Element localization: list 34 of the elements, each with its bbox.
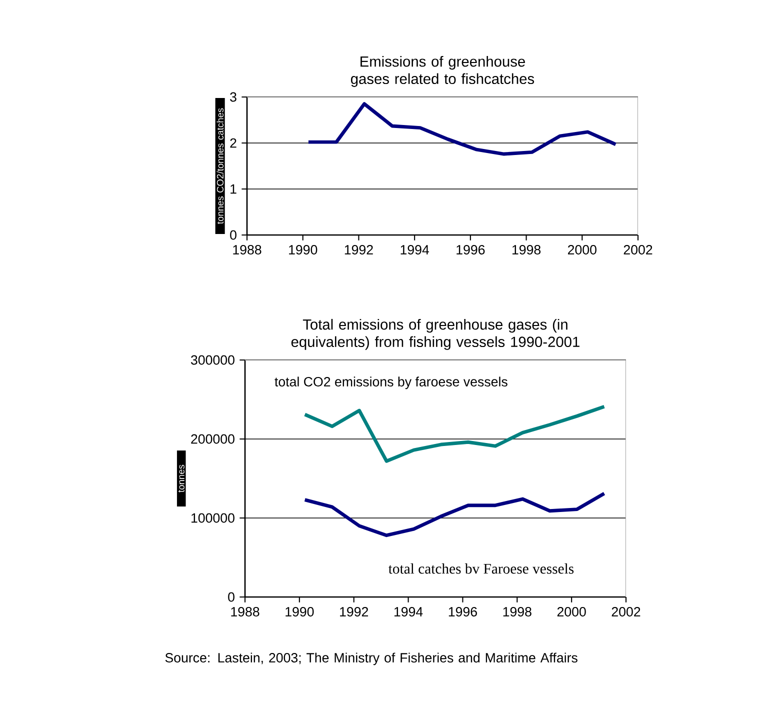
text: total CO2 emissions by faroese vessels — [274, 376, 508, 390]
x-tick-label: 1988 — [233, 245, 262, 254]
line-series — [306, 102, 618, 156]
line-series — [303, 404, 606, 463]
y-axis-title: tonnes CO2/tonnes catches — [216, 108, 224, 224]
y-tick-label: 3 — [230, 92, 236, 102]
x-tick-label: 1994 — [394, 607, 423, 616]
x-tick-label: 2000 — [568, 245, 596, 254]
x-tick-label: 1988 — [231, 607, 260, 616]
x-tick-label: 1996 — [448, 607, 477, 616]
y-tick-label: 300000 — [190, 355, 234, 365]
line-series — [303, 492, 606, 538]
y-tick-label: 0 — [228, 592, 234, 602]
chart-title: Total emissions of greenhouse gases (in equivalents) from fishing vessels 1990-2001 — [291, 318, 580, 350]
x-tick-label: 1990 — [289, 245, 318, 254]
y-axis-title: tonnes — [178, 464, 184, 492]
y-tick-label: 2 — [230, 138, 236, 148]
x-tick-label: 1998 — [512, 245, 541, 254]
x-tick-label: 1998 — [503, 607, 532, 616]
y-tick-label: 200000 — [191, 434, 234, 444]
y-tick-label: 100000 — [192, 513, 234, 523]
x-tick-label: 1992 — [340, 607, 368, 616]
x-tick-label: 2000 — [557, 607, 586, 616]
chart-title: Emissions of greenhouse gases related to fishcatches — [350, 56, 534, 87]
series-label: total catches bv Faroese vessels — [388, 563, 574, 574]
x-tick-label: 1990 — [286, 607, 314, 616]
x-tick-label: 2002 — [612, 607, 640, 616]
x-tick-label: 1994 — [400, 245, 430, 254]
source-note: Source: Lastein, 2003; The Ministry of Fisheries and Maritime Affairs — [165, 652, 578, 666]
x-tick-label: 1992 — [344, 245, 373, 254]
x-tick-label: 2002 — [624, 245, 652, 254]
y-tick-label: 0 — [230, 230, 236, 240]
x-tick-label: 1996 — [456, 245, 485, 254]
y-tick-label: 1 — [230, 184, 236, 194]
